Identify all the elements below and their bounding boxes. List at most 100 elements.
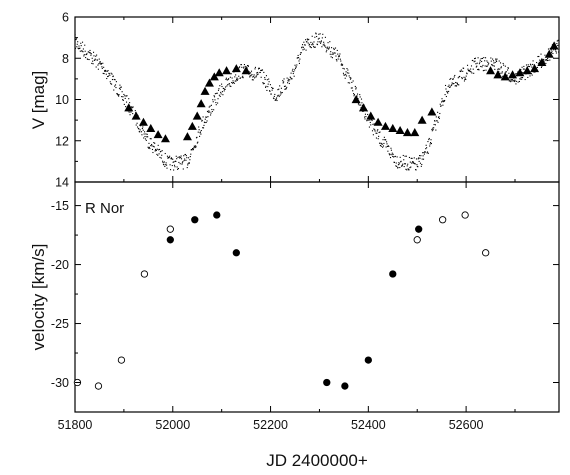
lightcurve-dot-296: [204, 118, 206, 120]
lightcurve-dot-326: [217, 89, 220, 91]
lightcurve-dot-137: [134, 110, 136, 112]
lightcurve-dot-1051: [536, 66, 539, 68]
lightcurve-dot-209: [166, 167, 168, 169]
lightcurve-dot-564: [322, 44, 324, 46]
lightcurve-dot-129: [131, 106, 133, 108]
lightcurve-dot-1070: [545, 62, 547, 65]
lightcurve-dot-528: [306, 38, 308, 40]
triangle-point-9: [196, 99, 206, 108]
lightcurve-dot-610: [342, 72, 344, 74]
lightcurve-dot-511: [299, 58, 301, 60]
lightcurve-dot-175: [151, 145, 153, 147]
lightcurve-dot-935: [485, 65, 487, 67]
lightcurve-dot-968: [500, 67, 502, 69]
lightcurve-dot-3: [75, 38, 77, 40]
lightcurve-dot-676: [371, 130, 374, 132]
lightcurve-dot-107: [121, 91, 123, 93]
lightcurve-dot-262: [189, 156, 191, 158]
lightcurve-dot-335: [221, 91, 223, 93]
lightcurve-dot-602: [339, 53, 341, 55]
lightcurve-dot-861: [453, 82, 455, 85]
lightcurve-dot-883: [463, 67, 465, 69]
lightcurve-dot-272: [194, 145, 196, 147]
lightcurve-dot-427: [262, 82, 264, 84]
lightcurve-dot-966: [499, 72, 501, 74]
lightcurve-dot-991: [510, 80, 512, 82]
lightcurve-dot-253: [185, 155, 187, 157]
lightcurve-dot-270: [193, 147, 195, 149]
lightcurve-dot-300: [206, 120, 208, 122]
lightcurve-dot-1088: [553, 49, 555, 51]
lightcurve-dot-622: [348, 72, 350, 74]
lightcurve-dot-572: [326, 49, 328, 51]
lightcurve-dot-669: [368, 126, 370, 128]
lightcurve-dot-456: [275, 99, 277, 101]
lightcurve-dot-844: [445, 95, 447, 98]
lightcurve-dot-90: [114, 85, 116, 87]
lightcurve-dot-996: [512, 80, 514, 82]
lightcurve-dot-433: [265, 86, 267, 88]
top-y-tick-label-8: 8: [62, 52, 69, 66]
lightcurve-dot-332: [220, 93, 222, 95]
lightcurve-dot-431: [264, 77, 266, 79]
lightcurve-dot-468: [280, 93, 282, 95]
lightcurve-dot-518: [302, 49, 304, 51]
lightcurve-dot-963: [498, 71, 500, 73]
lightcurve-dot-14: [80, 45, 82, 47]
lightcurve-dot-766: [411, 157, 413, 159]
lightcurve-dot-33: [89, 52, 91, 54]
lightcurve-dot-898: [469, 70, 471, 72]
lightcurve-dot-457: [275, 98, 277, 100]
lightcurve-dot-591: [334, 52, 336, 54]
lightcurve-dot-757: [407, 168, 409, 170]
lightcurve-dot-142: [136, 126, 139, 128]
lightcurve-dot-92: [114, 84, 117, 86]
lightcurve-dot-709: [386, 143, 388, 145]
lightcurve-dot-863: [454, 74, 456, 77]
lightcurve-dot-598: [337, 58, 339, 60]
lightcurve-dot-42: [92, 51, 95, 53]
lightcurve-dot-156: [143, 137, 145, 139]
lightcurve-dot-538: [311, 44, 313, 46]
lightcurve-dot-29: [87, 58, 89, 60]
lightcurve-dot-227: [174, 166, 176, 168]
lightcurve-dot-658: [364, 116, 366, 118]
lightcurve-dot-909: [474, 60, 476, 62]
triangle-point-32: [515, 68, 525, 77]
lightcurve-dot-609: [342, 67, 344, 69]
lightcurve-dot-690: [378, 135, 380, 137]
lightcurve-dot-964: [498, 60, 500, 62]
lightcurve-dot-0: [74, 34, 76, 36]
filled-circle-point-0: [166, 236, 174, 244]
lightcurve-dot-777: [416, 164, 418, 166]
lightcurve-dot-306: [209, 111, 211, 113]
lightcurve-dot-886: [464, 78, 466, 80]
lightcurve-dot-176: [151, 148, 154, 151]
lightcurve-dot-971: [501, 71, 503, 73]
lightcurve-dot-218: [170, 158, 172, 160]
lightcurve-dot-435: [265, 75, 267, 77]
lightcurve-dot-1059: [540, 53, 542, 55]
lightcurve-dot-68: [104, 70, 106, 72]
lightcurve-dot-205: [164, 152, 166, 155]
lightcurve-dot-646: [358, 104, 360, 106]
lightcurve-dot-328: [218, 94, 220, 96]
lightcurve-dot-965: [499, 68, 501, 70]
lightcurve-dot-749: [404, 163, 406, 165]
lightcurve-dot-605: [340, 64, 342, 66]
lightcurve-dot-994: [511, 79, 513, 81]
lightcurve-dot-11: [79, 47, 81, 49]
lightcurve-dot-1037: [530, 72, 532, 75]
lightcurve-dot-932: [484, 65, 486, 67]
lightcurve-dot-785: [419, 162, 421, 164]
lightcurve-dot-851: [448, 86, 451, 88]
lightcurve-dot-87: [112, 75, 114, 77]
lightcurve-dot-1075: [547, 59, 549, 62]
lightcurve-dot-821: [435, 116, 437, 118]
lightcurve-dot-1001: [514, 73, 517, 75]
lightcurve-dot-207: [165, 162, 167, 164]
lightcurve-dot-381: [242, 75, 244, 77]
lightcurve-dot-101: [118, 87, 121, 89]
lightcurve-dot-251: [184, 153, 187, 156]
lightcurve-dot-934: [485, 69, 487, 71]
